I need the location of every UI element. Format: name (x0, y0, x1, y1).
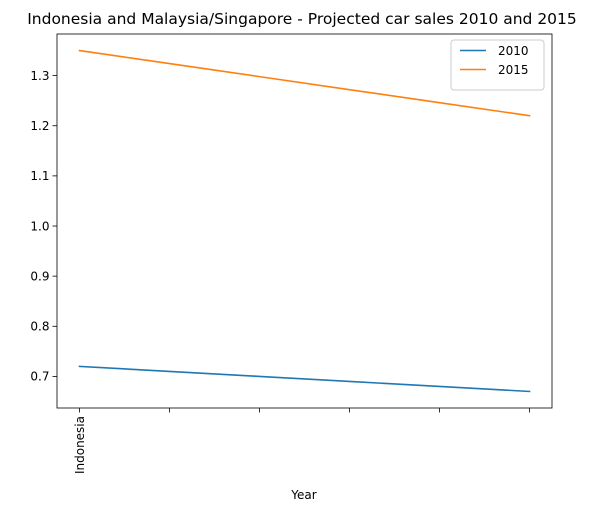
y-tick-label: 1.3 (30, 69, 49, 83)
legend: 2010 2015 (450, 39, 545, 91)
legend-label-2010: 2010 (498, 44, 529, 58)
y-tick-label: 1.0 (30, 219, 49, 233)
series-line-2015 (78, 49, 531, 117)
y-tick-label: 0.7 (30, 370, 49, 384)
x-axis-label: Year (290, 488, 316, 502)
y-tick-label: 0.8 (30, 320, 49, 334)
legend-label-2015: 2015 (498, 63, 529, 77)
plot-area (56, 33, 553, 409)
x-tick-label: Indonesia (73, 416, 87, 474)
y-tick-label: 0.9 (30, 269, 49, 283)
chart-title: Indonesia and Malaysia/Singapore - Proje… (27, 10, 577, 28)
series-line-2010 (78, 365, 531, 393)
series-layer (78, 49, 531, 393)
y-tick-label: 1.1 (30, 169, 49, 183)
legend-frame (450, 39, 545, 91)
plot-frame (56, 33, 553, 409)
y-axis: 0.7 0.8 0.9 1.0 1.1 1.2 1.3 (30, 69, 57, 384)
x-axis: Indonesia (73, 408, 530, 474)
y-tick-label: 1.2 (30, 119, 49, 133)
